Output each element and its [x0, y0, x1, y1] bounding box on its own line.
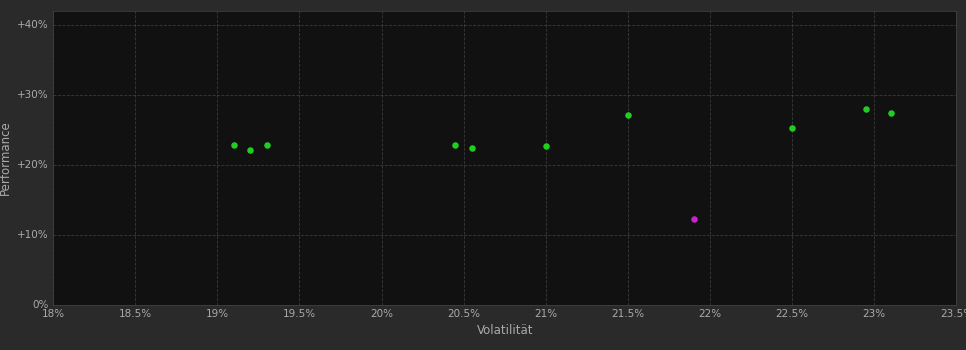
Point [242, 147, 258, 153]
X-axis label: Volatilität: Volatilität [476, 324, 533, 337]
Point [883, 110, 898, 116]
Point [620, 112, 636, 118]
Point [859, 106, 874, 112]
Y-axis label: Performance: Performance [0, 120, 12, 195]
Point [226, 142, 242, 148]
Point [465, 145, 480, 150]
Point [784, 125, 800, 131]
Point [448, 142, 464, 148]
Point [538, 144, 554, 149]
Point [686, 216, 701, 222]
Point [259, 142, 274, 148]
